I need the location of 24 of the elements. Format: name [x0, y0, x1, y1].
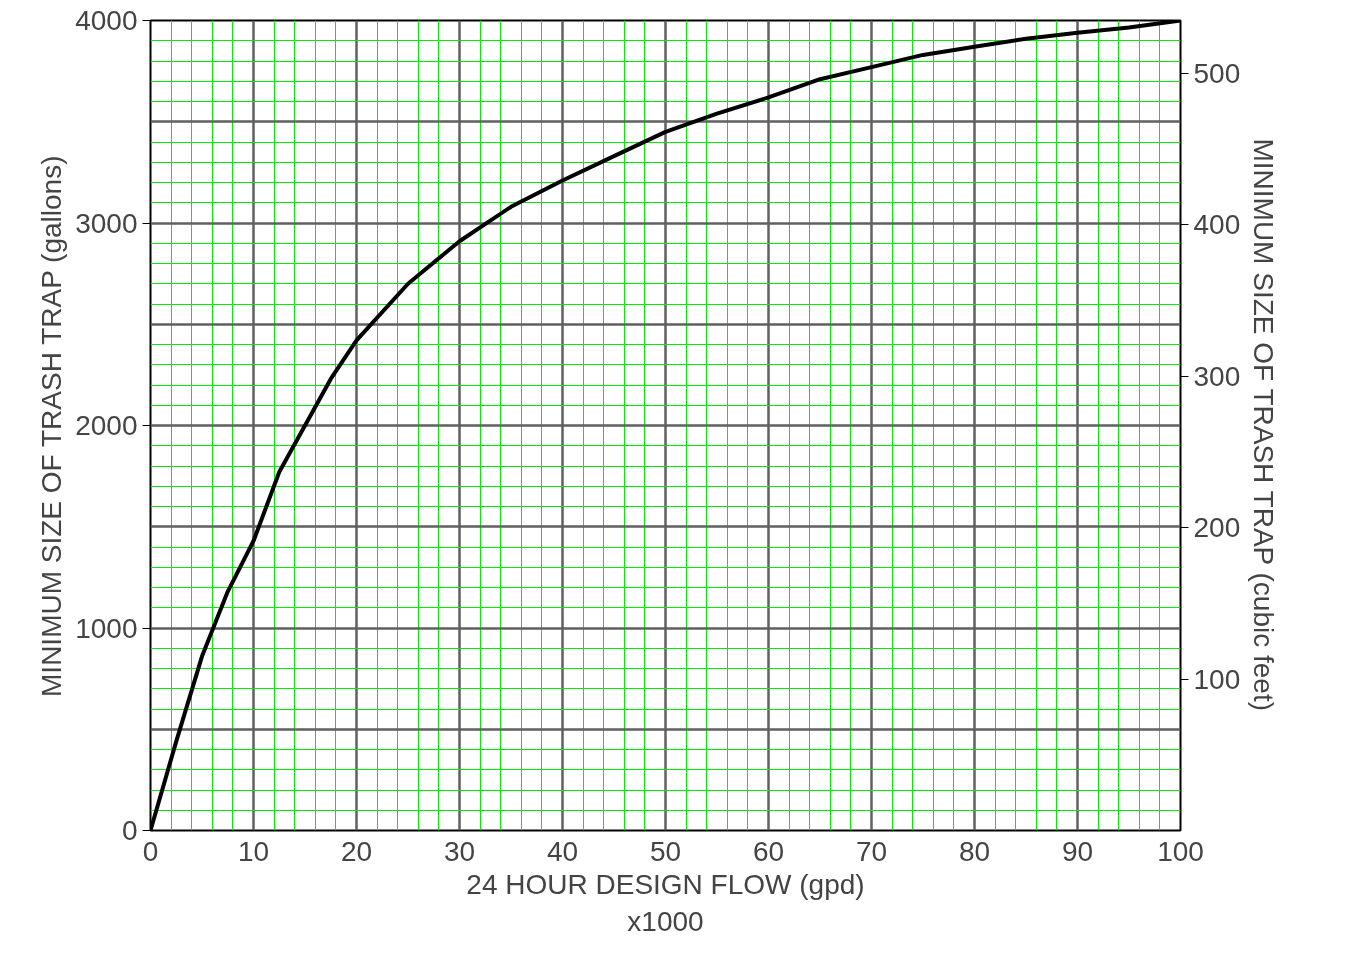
x-tick-label: 20 — [340, 835, 373, 867]
y-tick-label: 4000 — [75, 5, 138, 36]
y-tick-label: 0 — [121, 815, 138, 846]
y-tick-label: 2000 — [75, 410, 138, 441]
y2-tick-label: 400 — [1193, 209, 1241, 241]
x-tick-label: 80 — [958, 835, 991, 867]
x-tick-label: 50 — [649, 835, 682, 867]
y2-tick-label: 200 — [1193, 512, 1241, 544]
x-tick-label: 10 — [237, 835, 270, 867]
x-tick-label: 90 — [1061, 835, 1094, 867]
x-tick-label: 40 — [546, 835, 579, 867]
y2-tick-label: 100 — [1193, 663, 1241, 695]
x-tick-label: 70 — [855, 835, 888, 867]
x-axis-title: 24 HOUR DESIGN FLOW (gpd) x1000 — [466, 868, 865, 937]
y2-axis-title: MINIMUM SIZE OF TRASH TRAP (cubic feet) — [1248, 138, 1280, 712]
x-tick-label: 60 — [752, 835, 785, 867]
x-tick-label: 0 — [142, 835, 159, 867]
y-tick-label: 3000 — [75, 207, 138, 239]
y-tick-label: 1000 — [75, 612, 138, 644]
x-tick-label: 100 — [1157, 835, 1204, 867]
y2-tick-label: 300 — [1193, 360, 1241, 392]
y2-tick-label: 500 — [1193, 57, 1241, 89]
x-tick-label: 30 — [443, 835, 476, 867]
y-axis-title: MINIMUM SIZE OF TRASH TRAP (gallons) — [36, 155, 68, 697]
